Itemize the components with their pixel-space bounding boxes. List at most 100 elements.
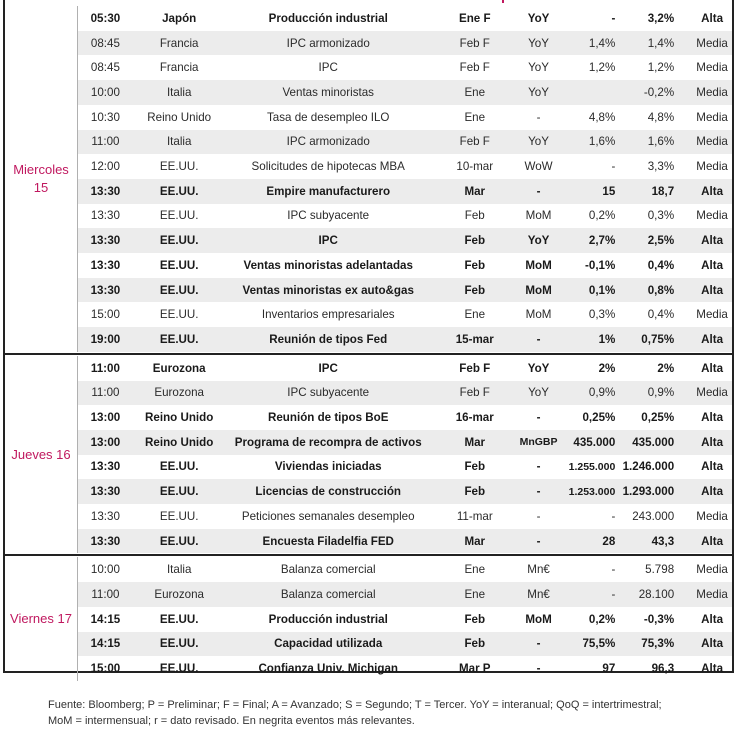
forecast-cell: 4,8% xyxy=(588,110,616,124)
event-cell: IPC xyxy=(318,61,338,75)
period-cell: Ene xyxy=(464,308,486,322)
unit-cell: - xyxy=(536,509,541,523)
importance-cell: Media xyxy=(696,386,728,400)
time-cell: 12:00 xyxy=(90,160,120,174)
importance-cell: Alta xyxy=(701,283,724,297)
unit-cell: - xyxy=(536,332,541,346)
unit-cell: WoW xyxy=(524,160,553,174)
event-cell: Solicitudes de hipotecas MBA xyxy=(251,160,405,174)
country-cell: EE.UU. xyxy=(159,308,199,322)
table-row: 15:00 EE.UU. Confianza Univ. Michigan Mar P… xyxy=(77,656,732,681)
importance-cell: Alta xyxy=(701,234,724,248)
event-cell: Reunión de tipos BoE xyxy=(267,411,389,425)
forecast-cell: 0,9% xyxy=(588,386,616,400)
importance-cell: Alta xyxy=(701,258,724,272)
table-footnote: Fuente: Bloomberg; P = Preliminar; F = F… xyxy=(48,699,662,727)
time-cell: 11:00 xyxy=(90,361,120,375)
unit-cell: Mn€ xyxy=(527,563,550,577)
importance-cell: Alta xyxy=(701,662,724,676)
table-row: 08:45 Francia IPC Feb F YoY 1,2% 1,2% Media xyxy=(77,55,732,80)
period-cell: Ene xyxy=(464,85,486,99)
forecast-cell: 0,1% xyxy=(588,283,616,297)
table-row: 13:30 EE.UU. Peticiones semanales desemple… xyxy=(77,504,732,529)
previous-cell: 3,2% xyxy=(647,11,675,25)
event-cell: Balanza comercial xyxy=(280,563,376,577)
previous-cell: 0,75% xyxy=(641,332,675,346)
importance-cell: Media xyxy=(696,509,728,523)
period-cell: 16-mar xyxy=(455,411,494,425)
table-row: 11:00 Eurozona Balanza comercial Ene Mn€ - 28.… xyxy=(77,582,732,607)
unit-cell: MoM xyxy=(525,209,552,223)
table-row: 11:00 Eurozona IPC Feb F YoY 2% 2% Alta xyxy=(77,356,732,381)
time-cell: 13:30 xyxy=(90,258,121,272)
table-row: 12:00 EE.UU. Solicitudes de hipotecas MBA 1… xyxy=(77,154,732,179)
period-cell: Feb xyxy=(464,637,486,651)
forecast-cell: 1,2% xyxy=(588,61,616,75)
time-cell: 13:30 xyxy=(90,460,121,474)
previous-cell: 75,3% xyxy=(641,637,675,651)
forecast-cell: 1,6% xyxy=(588,135,616,149)
event-cell: IPC armonizado xyxy=(286,135,370,149)
time-cell: 08:45 xyxy=(90,61,120,75)
table-row: 14:15 EE.UU. Capacidad utilizada Feb - 75,5% 7… xyxy=(77,631,732,657)
unit-cell: MoM xyxy=(525,283,552,297)
event-cell: Capacidad utilizada xyxy=(274,637,383,651)
importance-cell: Media xyxy=(696,110,728,124)
country-cell: EE.UU. xyxy=(159,662,199,676)
unit-cell: - xyxy=(536,411,541,425)
unit-cell: YoY xyxy=(528,36,549,50)
event-cell: Empire manufacturero xyxy=(266,184,391,198)
time-cell: 14:15 xyxy=(90,612,121,626)
period-cell: Mar xyxy=(464,534,486,548)
event-cell: Ventas minoristas ex auto&gas xyxy=(242,283,414,297)
forecast-cell: - xyxy=(611,160,616,174)
day-label: Miercoles 15 xyxy=(5,6,78,352)
period-cell: Feb F xyxy=(459,386,490,400)
forecast-cell: 2% xyxy=(598,361,616,375)
unit-cell: YoY xyxy=(527,234,550,248)
country-cell: Reino Unido xyxy=(145,435,214,449)
day-separator xyxy=(5,554,732,557)
period-cell: Feb xyxy=(464,209,485,223)
event-cell: Inventarios empresariales xyxy=(261,308,395,322)
forecast-cell: 0,2% xyxy=(588,209,616,223)
previous-cell: 1.293.000 xyxy=(622,485,675,499)
country-cell: EE.UU. xyxy=(159,637,199,651)
country-cell: Eurozona xyxy=(154,386,204,400)
unit-cell: MoM xyxy=(525,612,552,626)
forecast-cell: 1,4% xyxy=(588,36,616,50)
country-cell: EE.UU. xyxy=(159,209,199,223)
importance-cell: Alta xyxy=(701,435,724,449)
unit-cell: - xyxy=(536,485,541,499)
unit-cell: YoY xyxy=(528,61,549,75)
time-cell: 15:00 xyxy=(90,662,121,676)
previous-cell: -0,2% xyxy=(643,85,675,99)
forecast-cell: 1.255.000 xyxy=(568,460,616,473)
unit-cell: MnGBP xyxy=(519,436,558,449)
country-cell: Japón xyxy=(162,11,197,25)
event-cell: Licencias de construcción xyxy=(255,485,402,499)
time-cell: 13:00 xyxy=(90,435,121,449)
table-row: 13:30 EE.UU. Ventas minoristas adelantadas… xyxy=(77,253,732,278)
forecast-cell: 15 xyxy=(602,184,616,198)
time-cell: 11:00 xyxy=(91,135,120,149)
unit-cell: MoM xyxy=(525,308,552,322)
table-row: 13:30 EE.UU. Ventas minoristas ex auto&gas… xyxy=(77,277,732,303)
previous-cell: 1,4% xyxy=(647,36,675,50)
event-cell: IPC xyxy=(318,234,338,248)
table-row: 13:30 EE.UU. Licencias de construcción Feb -… xyxy=(77,479,732,504)
table-row: 10:00 Italia Balanza comercial Ene Mn€ - 5.798… xyxy=(77,557,732,582)
table-row: 13:30 EE.UU. Viviendas iniciadas Feb - 1.255.… xyxy=(77,455,732,480)
event-cell: Peticiones semanales desempleo xyxy=(241,509,415,523)
period-cell: Feb F xyxy=(459,36,490,50)
country-cell: EE.UU. xyxy=(159,332,199,346)
unit-cell: YoY xyxy=(528,386,549,400)
event-cell: IPC subyacente xyxy=(287,386,370,400)
time-cell: 13:30 xyxy=(90,485,121,499)
importance-cell: Media xyxy=(696,160,728,174)
importance-cell: Media xyxy=(696,563,728,577)
forecast-cell: 2,7% xyxy=(588,234,616,248)
table-row: 15:00 EE.UU. Inventarios empresariales Ene M… xyxy=(77,302,732,327)
unit-cell: - xyxy=(536,534,541,548)
forecast-cell: - xyxy=(611,587,616,601)
